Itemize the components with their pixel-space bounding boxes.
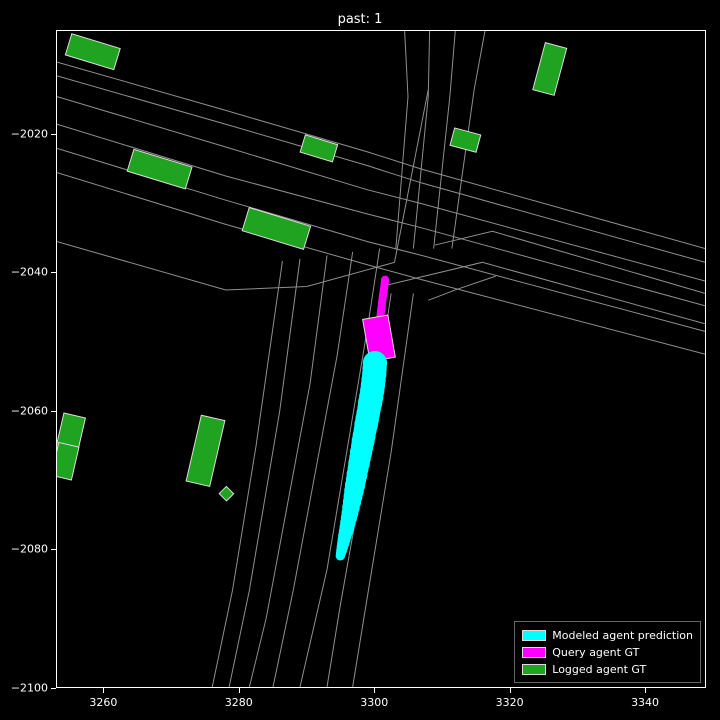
legend: Modeled agent predictionQuery agent GTLo… xyxy=(514,621,701,683)
figure: past: 1 Modeled agent predictionQuery ag… xyxy=(0,0,720,720)
ytick-label: −2080 xyxy=(11,543,48,556)
ytick-label: −2060 xyxy=(11,404,48,417)
legend-swatch xyxy=(522,647,546,658)
ytick-label: −2100 xyxy=(11,682,48,695)
legend-entry: Query agent GT xyxy=(522,644,693,661)
xtick-label: 3340 xyxy=(631,696,659,709)
legend-swatch xyxy=(522,630,546,641)
legend-swatch xyxy=(522,664,546,675)
xtick-label: 3300 xyxy=(360,696,388,709)
xtick-label: 3320 xyxy=(496,696,524,709)
legend-label: Modeled agent prediction xyxy=(552,627,693,644)
legend-label: Query agent GT xyxy=(552,644,639,661)
ytick-label: −2040 xyxy=(11,266,48,279)
plot-svg xyxy=(57,31,705,687)
plot-title: past: 1 xyxy=(0,12,720,27)
legend-entry: Modeled agent prediction xyxy=(522,627,693,644)
xtick-label: 3260 xyxy=(89,696,117,709)
plot-axes: Modeled agent predictionQuery agent GTLo… xyxy=(56,30,706,688)
ytick-label: −2020 xyxy=(11,127,48,140)
legend-label: Logged agent GT xyxy=(552,661,646,678)
xtick-label: 3280 xyxy=(225,696,253,709)
legend-entry: Logged agent GT xyxy=(522,661,693,678)
